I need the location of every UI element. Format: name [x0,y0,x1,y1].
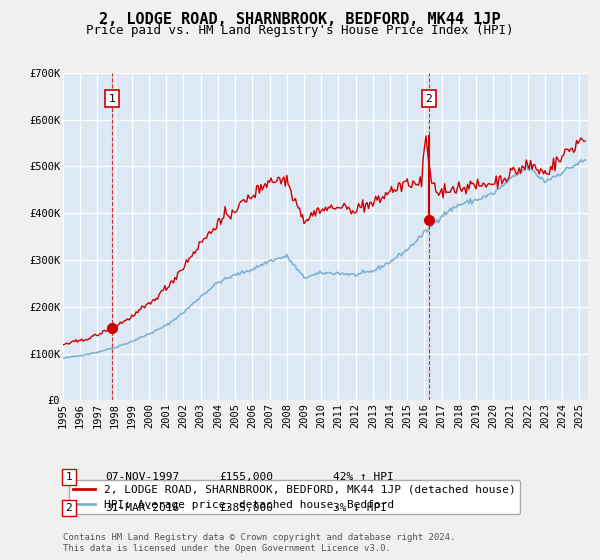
Text: Contains HM Land Registry data © Crown copyright and database right 2024.
This d: Contains HM Land Registry data © Crown c… [63,533,455,553]
Text: 07-NOV-1997: 07-NOV-1997 [105,472,179,482]
Text: 31-MAR-2016: 31-MAR-2016 [105,503,179,513]
Text: 42% ↑ HPI: 42% ↑ HPI [333,472,394,482]
Text: 3% ↓ HPI: 3% ↓ HPI [333,503,387,513]
Text: £385,000: £385,000 [219,503,273,513]
Legend: 2, LODGE ROAD, SHARNBROOK, BEDFORD, MK44 1JP (detached house), HPI: Average pric: 2, LODGE ROAD, SHARNBROOK, BEDFORD, MK44… [68,480,520,515]
Text: 2, LODGE ROAD, SHARNBROOK, BEDFORD, MK44 1JP: 2, LODGE ROAD, SHARNBROOK, BEDFORD, MK44… [99,12,501,27]
Text: Price paid vs. HM Land Registry's House Price Index (HPI): Price paid vs. HM Land Registry's House … [86,24,514,37]
Text: 1: 1 [109,94,115,104]
Text: 1: 1 [65,472,73,482]
Text: £155,000: £155,000 [219,472,273,482]
Text: 2: 2 [425,94,432,104]
Text: 2: 2 [65,503,73,513]
